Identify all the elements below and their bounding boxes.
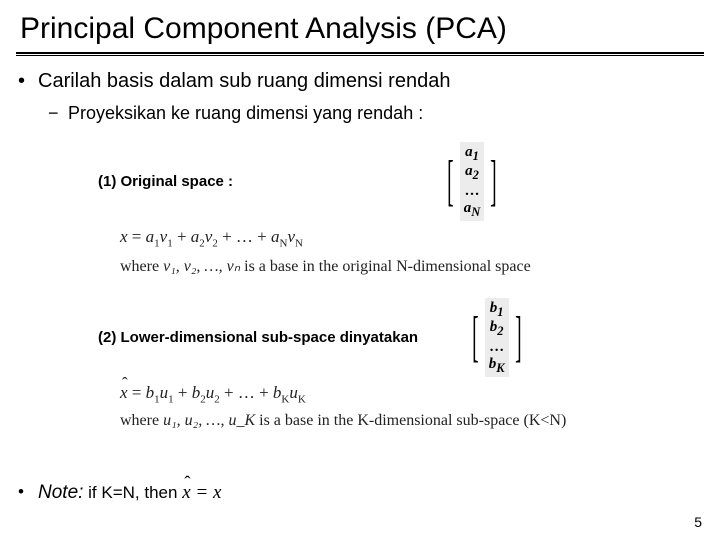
step-1: (1) Original space : [ a1 a2 … aN ]: [0, 142, 720, 221]
where-2-pre: where: [120, 412, 163, 429]
step-2: (2) Lower-dimensional sub-space dinyatak…: [0, 298, 720, 377]
bullet-level2: Proyeksikan ke ruang dimensi yang rendah…: [0, 103, 720, 124]
bullet-level1: Carilah basis dalam sub ruang dimensi re…: [0, 70, 720, 93]
equation-2: x = b1u1 + b2u2 + … + bKuK: [0, 383, 720, 405]
step-1-label: (1) Original space :: [98, 173, 233, 190]
page-number: 5: [694, 514, 702, 530]
step-2-label: (2) Lower-dimensional sub-space dinyatak…: [98, 329, 418, 346]
where-2: where u₁, u₂, …, u_K is a base in the K-…: [0, 412, 720, 430]
where-2-post: is a base in the K-dimensional sub-space…: [255, 412, 566, 429]
note-text: if K=N, then: [88, 483, 182, 502]
where-1-post: is a base in the original N-dimensional …: [240, 258, 531, 275]
note-bullet: Note: if K=N, then x = x: [0, 482, 221, 504]
where-2-vars: u₁, u₂, …, u_K: [163, 412, 255, 429]
where-1: where v₁, v₂, …, vₙ is a base in the ori…: [0, 256, 720, 276]
slide-title: Principal Component Analysis (PCA): [0, 0, 720, 52]
equation-1: x = a1v1 + a2v2 + … + aNvN: [0, 227, 720, 249]
vector-b: [ b1 b2 … bK ]: [466, 298, 527, 377]
where-1-vars: v₁, v₂, …, vₙ: [163, 258, 240, 275]
title-underline: [16, 52, 704, 56]
note-label: Note:: [38, 482, 83, 503]
where-1-pre: where: [120, 258, 163, 275]
note-equation: x = x: [182, 482, 221, 503]
vector-a: [ a1 a2 … aN ]: [441, 142, 503, 221]
